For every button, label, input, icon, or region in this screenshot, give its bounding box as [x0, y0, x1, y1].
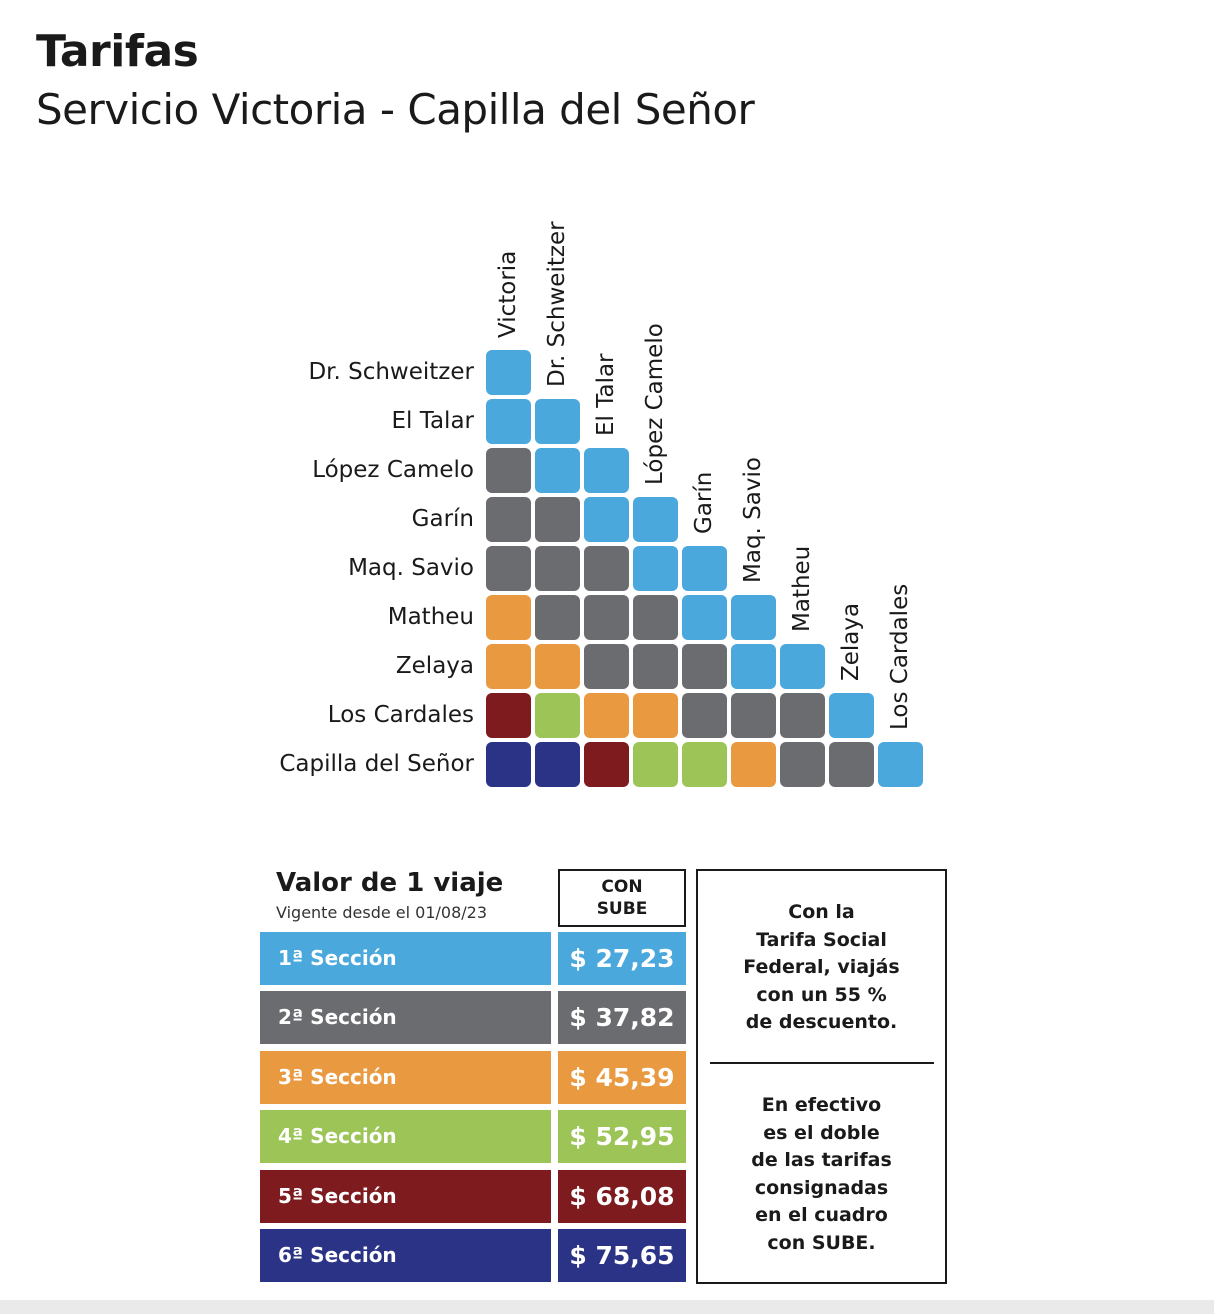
section-label: 1ª Sección — [260, 932, 551, 985]
fare-cell — [780, 644, 825, 689]
fare-cell — [584, 595, 629, 640]
fare-cell — [682, 742, 727, 787]
fare-cell — [486, 742, 531, 787]
column-label: Zelaya — [838, 602, 864, 681]
fare-cell — [780, 742, 825, 787]
fare-cell — [829, 742, 874, 787]
section-price: $ 37,82 — [558, 991, 686, 1044]
section-label: 2ª Sección — [260, 991, 551, 1044]
fare-cell — [535, 595, 580, 640]
fare-cell — [682, 693, 727, 738]
section-price: $ 52,95 — [558, 1110, 686, 1163]
fare-cell — [633, 742, 678, 787]
fare-cell — [486, 350, 531, 395]
fare-cell — [486, 595, 531, 640]
row-label: López Camelo — [312, 457, 474, 483]
fare-cell — [731, 644, 776, 689]
section-price: $ 68,08 — [558, 1170, 686, 1223]
fare-cell — [731, 693, 776, 738]
page-title: Tarifas — [36, 26, 199, 77]
fare-cell — [486, 497, 531, 542]
social-fare-note: Con la Tarifa Social Federal, viajás con… — [743, 901, 900, 1033]
fare-cell — [584, 742, 629, 787]
row-label: Capilla del Señor — [279, 751, 474, 777]
fare-cell — [535, 448, 580, 493]
cash-note: En efectivo es el doble de las tarifas c… — [751, 1094, 892, 1254]
fares-valid-from: Vigente desde el 01/08/23 — [276, 903, 488, 922]
row-label: Zelaya — [395, 653, 474, 679]
fare-cell — [682, 595, 727, 640]
row-label: Matheu — [387, 604, 474, 630]
fare-cell — [633, 644, 678, 689]
column-label: Los Cardales — [887, 583, 913, 730]
fare-cell — [633, 595, 678, 640]
column-label: Dr. Schweitzer — [544, 221, 570, 387]
fare-cell — [486, 448, 531, 493]
column-label: El Talar — [593, 353, 619, 436]
section-label: 5ª Sección — [260, 1170, 551, 1223]
fare-cell — [535, 644, 580, 689]
fare-cell — [535, 742, 580, 787]
section-label: 4ª Sección — [260, 1110, 551, 1163]
fare-cell — [878, 742, 923, 787]
fare-cell — [682, 644, 727, 689]
column-label: Victoria — [495, 250, 521, 338]
fare-cell — [535, 399, 580, 444]
con-sube-line1: CON — [601, 877, 643, 897]
section-price: $ 45,39 — [558, 1051, 686, 1104]
column-label: Matheu — [789, 545, 815, 632]
con-sube-header: CON SUBE — [558, 869, 686, 927]
section-price: $ 75,65 — [558, 1229, 686, 1282]
fare-cell — [584, 693, 629, 738]
fare-cell — [633, 693, 678, 738]
info-divider — [710, 1062, 934, 1064]
fare-cell — [780, 693, 825, 738]
column-label: Garín — [691, 471, 717, 534]
page-subtitle: Servicio Victoria - Capilla del Señor — [36, 85, 755, 134]
fare-cell — [682, 546, 727, 591]
row-label: Dr. Schweitzer — [308, 359, 474, 385]
section-label: 6ª Sección — [260, 1229, 551, 1282]
fare-cell — [584, 644, 629, 689]
fare-cell — [584, 448, 629, 493]
con-sube-line2: SUBE — [596, 899, 648, 919]
row-label: Los Cardales — [327, 702, 474, 728]
fare-cell — [486, 399, 531, 444]
row-label: Maq. Savio — [348, 555, 474, 581]
fare-cell — [535, 497, 580, 542]
fare-cell — [486, 644, 531, 689]
bottom-strip — [0, 1300, 1214, 1314]
column-label: Maq. Savio — [740, 457, 766, 583]
fare-cell — [584, 497, 629, 542]
fare-cell — [486, 693, 531, 738]
fare-cell — [584, 546, 629, 591]
fare-cell — [633, 546, 678, 591]
row-label: Garín — [411, 506, 474, 532]
fare-cell — [731, 742, 776, 787]
fare-cell — [535, 693, 580, 738]
fare-cell — [535, 546, 580, 591]
column-label: López Camelo — [642, 323, 668, 485]
fare-cell — [829, 693, 874, 738]
fare-cell — [633, 497, 678, 542]
fare-cell — [731, 595, 776, 640]
fare-cell — [486, 546, 531, 591]
info-box: Con la Tarifa Social Federal, viajás con… — [696, 869, 947, 1284]
section-label: 3ª Sección — [260, 1051, 551, 1104]
section-price: $ 27,23 — [558, 932, 686, 985]
row-label: El Talar — [391, 408, 474, 434]
fares-title: Valor de 1 viaje — [276, 868, 504, 898]
